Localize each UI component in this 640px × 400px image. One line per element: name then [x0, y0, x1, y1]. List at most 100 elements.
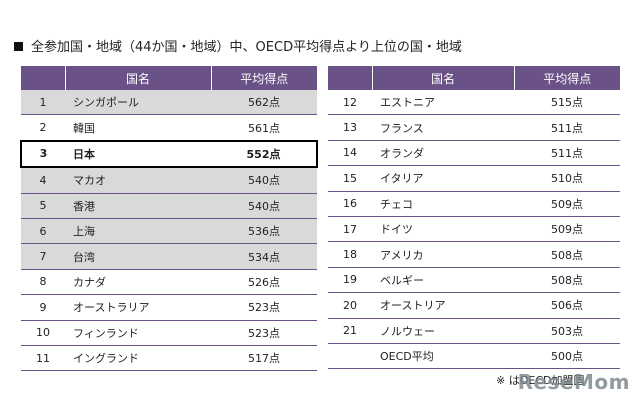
score-cell: 510点	[514, 165, 620, 192]
table-row: 1 シンガポール 562点	[21, 90, 317, 116]
title-text: 全参加国・地域（44か国・地域）中、OECD平均得点より上位の国・地域	[31, 40, 462, 55]
country-cell: OECD平均	[372, 343, 514, 370]
table-header-row: 国名 平均得点	[328, 66, 620, 90]
table-row-oecd-average: OECD平均 500点	[328, 343, 620, 370]
ranking-table-right: 国名 平均得点 12 エストニア 515点 13 フランス 511点 14 オランダ 511…	[328, 66, 620, 370]
rank-cell: 9	[21, 294, 65, 321]
country-cell: チェコ	[372, 191, 514, 217]
table-row: 14 オランダ 511点	[328, 140, 620, 167]
rank-cell: 3	[20, 139, 65, 169]
score-cell: 509点	[514, 191, 620, 217]
table-row: 15 イタリア 510点	[328, 165, 620, 192]
table-row: 11 イングランド 517点	[21, 345, 317, 372]
table-header-row: 国名 平均得点	[21, 66, 317, 90]
country-cell: オーストリア	[372, 292, 514, 319]
country-cell: ドイツ	[372, 216, 514, 243]
country-cell: オーストラリア	[65, 294, 211, 321]
header-score: 平均得点	[211, 66, 317, 90]
rank-cell: 13	[328, 114, 372, 141]
country-cell: 上海	[65, 218, 211, 245]
score-cell: 515点	[514, 90, 620, 116]
country-cell: エストニア	[372, 90, 514, 116]
country-cell: イタリア	[372, 165, 514, 192]
bullet-square-icon	[14, 42, 23, 51]
score-cell: 523点	[211, 294, 317, 321]
country-cell: アメリカ	[372, 241, 514, 268]
table-row: 16 チェコ 509点	[328, 191, 620, 217]
table-row: 12 エストニア 515点	[328, 90, 620, 116]
score-cell: 503点	[514, 318, 620, 344]
score-cell: 523点	[211, 320, 317, 346]
table-row: 2 韓国 561点	[21, 114, 317, 142]
country-cell: フランス	[372, 114, 514, 141]
score-cell: 517点	[211, 345, 317, 372]
score-cell: 511点	[514, 140, 620, 167]
table-row: 6 上海 536点	[21, 218, 317, 245]
rank-cell: 11	[21, 345, 65, 372]
table-row: 4 マカオ 540点	[21, 167, 317, 194]
rank-cell: 19	[328, 267, 372, 294]
header-country: 国名	[372, 66, 515, 90]
header-country: 国名	[65, 66, 212, 90]
table-row: 17 ドイツ 509点	[328, 216, 620, 243]
country-cell: オランダ	[372, 140, 514, 167]
table-row: 21 ノルウェー 503点	[328, 318, 620, 344]
table-row: 7 台湾 534点	[21, 243, 317, 270]
country-cell: ノルウェー	[372, 318, 514, 344]
score-cell: 508点	[514, 267, 620, 294]
header-rank	[21, 66, 66, 90]
score-cell: 561点	[211, 114, 317, 142]
rank-cell: 5	[21, 193, 65, 219]
country-cell: 台湾	[65, 243, 211, 270]
country-cell: ベルギー	[372, 267, 514, 294]
country-cell: カナダ	[65, 269, 211, 296]
score-cell: 500点	[514, 343, 620, 370]
rank-cell: 16	[328, 191, 372, 217]
rank-cell	[328, 343, 372, 370]
score-cell: 511点	[514, 114, 620, 141]
table-row: 10 フィンランド 523点	[21, 320, 317, 346]
table-row: 18 アメリカ 508点	[328, 241, 620, 268]
page-title: 全参加国・地域（44か国・地域）中、OECD平均得点より上位の国・地域	[14, 36, 462, 55]
rank-cell: 10	[21, 320, 65, 346]
rank-cell: 7	[21, 243, 65, 270]
country-cell: 韓国	[65, 114, 211, 142]
rank-cell: 15	[328, 165, 372, 192]
rank-cell: 2	[21, 114, 65, 142]
score-cell: 509点	[514, 216, 620, 243]
rank-cell: 12	[328, 90, 372, 116]
score-cell: 552点	[211, 139, 318, 169]
rank-cell: 17	[328, 216, 372, 243]
score-cell: 526点	[211, 269, 317, 296]
score-cell: 534点	[211, 243, 317, 270]
rank-cell: 21	[328, 318, 372, 344]
ranking-table-left: 国名 平均得点 1 シンガポール 562点 2 韓国 561点 3 日本 552点 4 マカオ…	[20, 66, 318, 372]
table-row: 5 香港 540点	[21, 193, 317, 219]
score-cell: 506点	[514, 292, 620, 319]
score-cell: 536点	[211, 218, 317, 245]
resemom-logo: ReseMom	[517, 370, 630, 394]
rank-cell: 4	[21, 167, 65, 194]
country-cell: シンガポール	[65, 90, 211, 116]
table-row: 8 カナダ 526点	[21, 269, 317, 296]
table-row: 20 オーストリア 506点	[328, 292, 620, 319]
header-score: 平均得点	[514, 66, 620, 90]
table-row: 9 オーストラリア 523点	[21, 294, 317, 321]
table-row-highlighted: 3 日本 552点	[20, 139, 318, 169]
rank-cell: 14	[328, 140, 372, 167]
country-cell: イングランド	[65, 345, 211, 372]
rank-cell: 1	[21, 90, 65, 116]
country-cell: フィンランド	[65, 320, 211, 346]
footnote: ※ はOECD加盟国	[496, 374, 585, 387]
rank-cell: 18	[328, 241, 372, 268]
rank-cell: 20	[328, 292, 372, 319]
table-row: 13 フランス 511点	[328, 114, 620, 141]
rank-cell: 8	[21, 269, 65, 296]
rank-cell: 6	[21, 218, 65, 245]
table-row: 19 ベルギー 508点	[328, 267, 620, 294]
score-cell: 562点	[211, 90, 317, 116]
country-cell: マカオ	[65, 167, 211, 194]
score-cell: 508点	[514, 241, 620, 268]
country-cell: 香港	[65, 193, 211, 219]
score-cell: 540点	[211, 193, 317, 219]
